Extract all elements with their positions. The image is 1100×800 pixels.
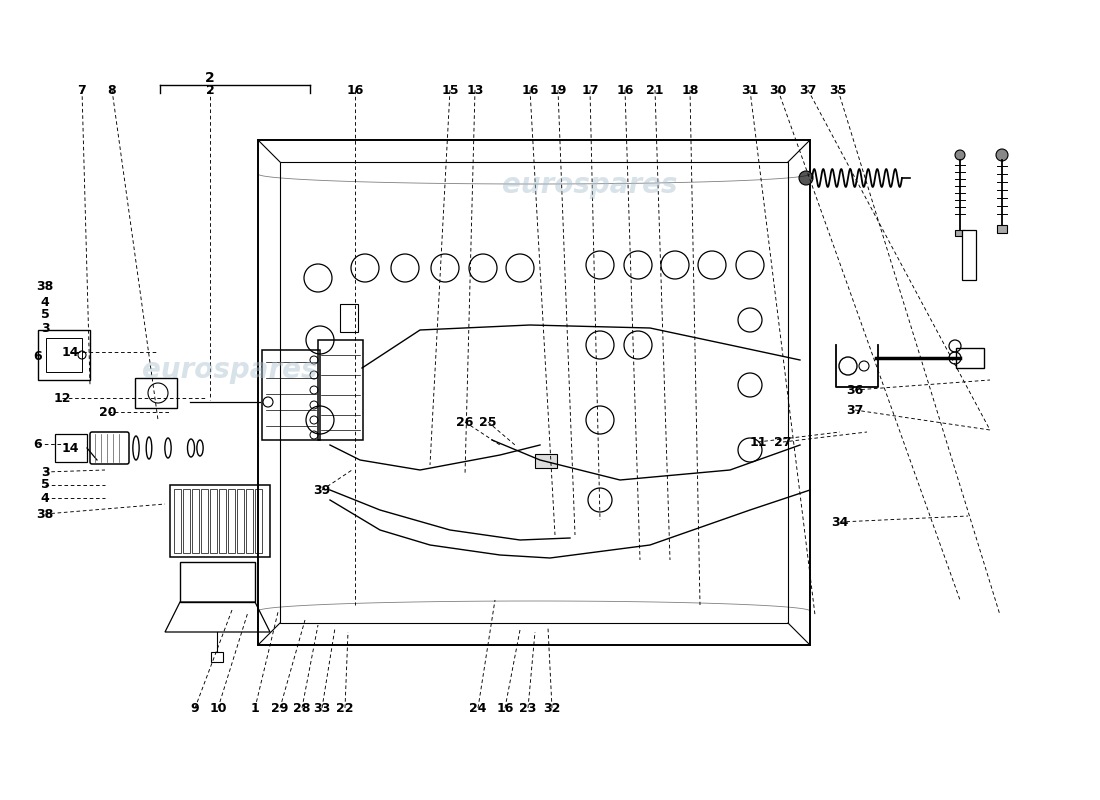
Text: 4: 4: [41, 491, 50, 505]
Text: 1: 1: [251, 702, 260, 714]
Text: 11: 11: [749, 435, 767, 449]
Bar: [192, 489, 199, 553]
Bar: [318, 340, 363, 440]
Text: 20: 20: [99, 406, 117, 418]
Text: 36: 36: [846, 383, 864, 397]
Text: 6: 6: [34, 350, 42, 362]
Text: 14: 14: [62, 346, 79, 358]
Text: 6: 6: [34, 438, 42, 450]
Bar: [211, 652, 223, 662]
Text: 25: 25: [480, 415, 497, 429]
Bar: [55, 434, 87, 462]
Bar: [201, 489, 208, 553]
Text: 18: 18: [681, 83, 698, 97]
Bar: [997, 225, 1006, 233]
Bar: [280, 162, 788, 623]
Text: 5: 5: [41, 478, 50, 491]
Text: 39: 39: [314, 483, 331, 497]
Text: 16: 16: [346, 83, 364, 97]
Text: 29: 29: [272, 702, 288, 714]
Bar: [246, 489, 253, 553]
Bar: [262, 350, 320, 440]
Text: 3: 3: [41, 322, 50, 334]
Bar: [955, 230, 965, 236]
Text: 15: 15: [441, 83, 459, 97]
Text: 30: 30: [769, 83, 786, 97]
Text: 16: 16: [521, 83, 539, 97]
Text: 16: 16: [616, 83, 634, 97]
Circle shape: [996, 149, 1008, 161]
Text: 38: 38: [36, 279, 54, 293]
Bar: [340, 304, 358, 332]
Text: 34: 34: [832, 515, 849, 529]
Circle shape: [799, 171, 813, 185]
Text: 3: 3: [41, 466, 50, 478]
Bar: [962, 230, 976, 280]
Text: 7: 7: [78, 83, 87, 97]
Text: 2: 2: [206, 83, 214, 97]
Text: 14: 14: [62, 442, 79, 454]
Text: 26: 26: [456, 415, 474, 429]
Text: 22: 22: [337, 702, 354, 714]
Bar: [210, 489, 217, 553]
Text: eurospares: eurospares: [142, 356, 318, 384]
Bar: [255, 489, 262, 553]
Bar: [170, 485, 270, 557]
Text: 38: 38: [36, 507, 54, 521]
Bar: [228, 489, 235, 553]
Circle shape: [955, 150, 965, 160]
Text: 32: 32: [543, 702, 561, 714]
Text: 4: 4: [41, 295, 50, 309]
Bar: [135, 378, 177, 408]
Text: 28: 28: [294, 702, 310, 714]
Text: eurospares: eurospares: [503, 171, 678, 199]
Bar: [219, 489, 225, 553]
Text: 33: 33: [314, 702, 331, 714]
Bar: [180, 562, 255, 602]
Text: 13: 13: [466, 83, 484, 97]
Text: 17: 17: [581, 83, 598, 97]
Text: 9: 9: [190, 702, 199, 714]
Text: 16: 16: [496, 702, 514, 714]
Text: 19: 19: [549, 83, 566, 97]
Bar: [236, 489, 244, 553]
Text: 10: 10: [209, 702, 227, 714]
Text: 5: 5: [41, 309, 50, 322]
Text: 12: 12: [53, 391, 70, 405]
Bar: [258, 140, 810, 645]
Text: 37: 37: [800, 83, 816, 97]
Bar: [39, 330, 90, 380]
Text: 2: 2: [205, 71, 214, 85]
Text: 24: 24: [470, 702, 486, 714]
Bar: [174, 489, 182, 553]
FancyBboxPatch shape: [90, 432, 129, 464]
Text: 37: 37: [846, 403, 864, 417]
Bar: [956, 348, 984, 368]
Bar: [46, 338, 82, 372]
Text: 8: 8: [108, 83, 117, 97]
Text: 35: 35: [829, 83, 847, 97]
Text: 27: 27: [774, 435, 792, 449]
Text: 23: 23: [519, 702, 537, 714]
Text: 31: 31: [741, 83, 759, 97]
Bar: [183, 489, 190, 553]
Bar: [535, 454, 557, 468]
Text: 21: 21: [647, 83, 663, 97]
